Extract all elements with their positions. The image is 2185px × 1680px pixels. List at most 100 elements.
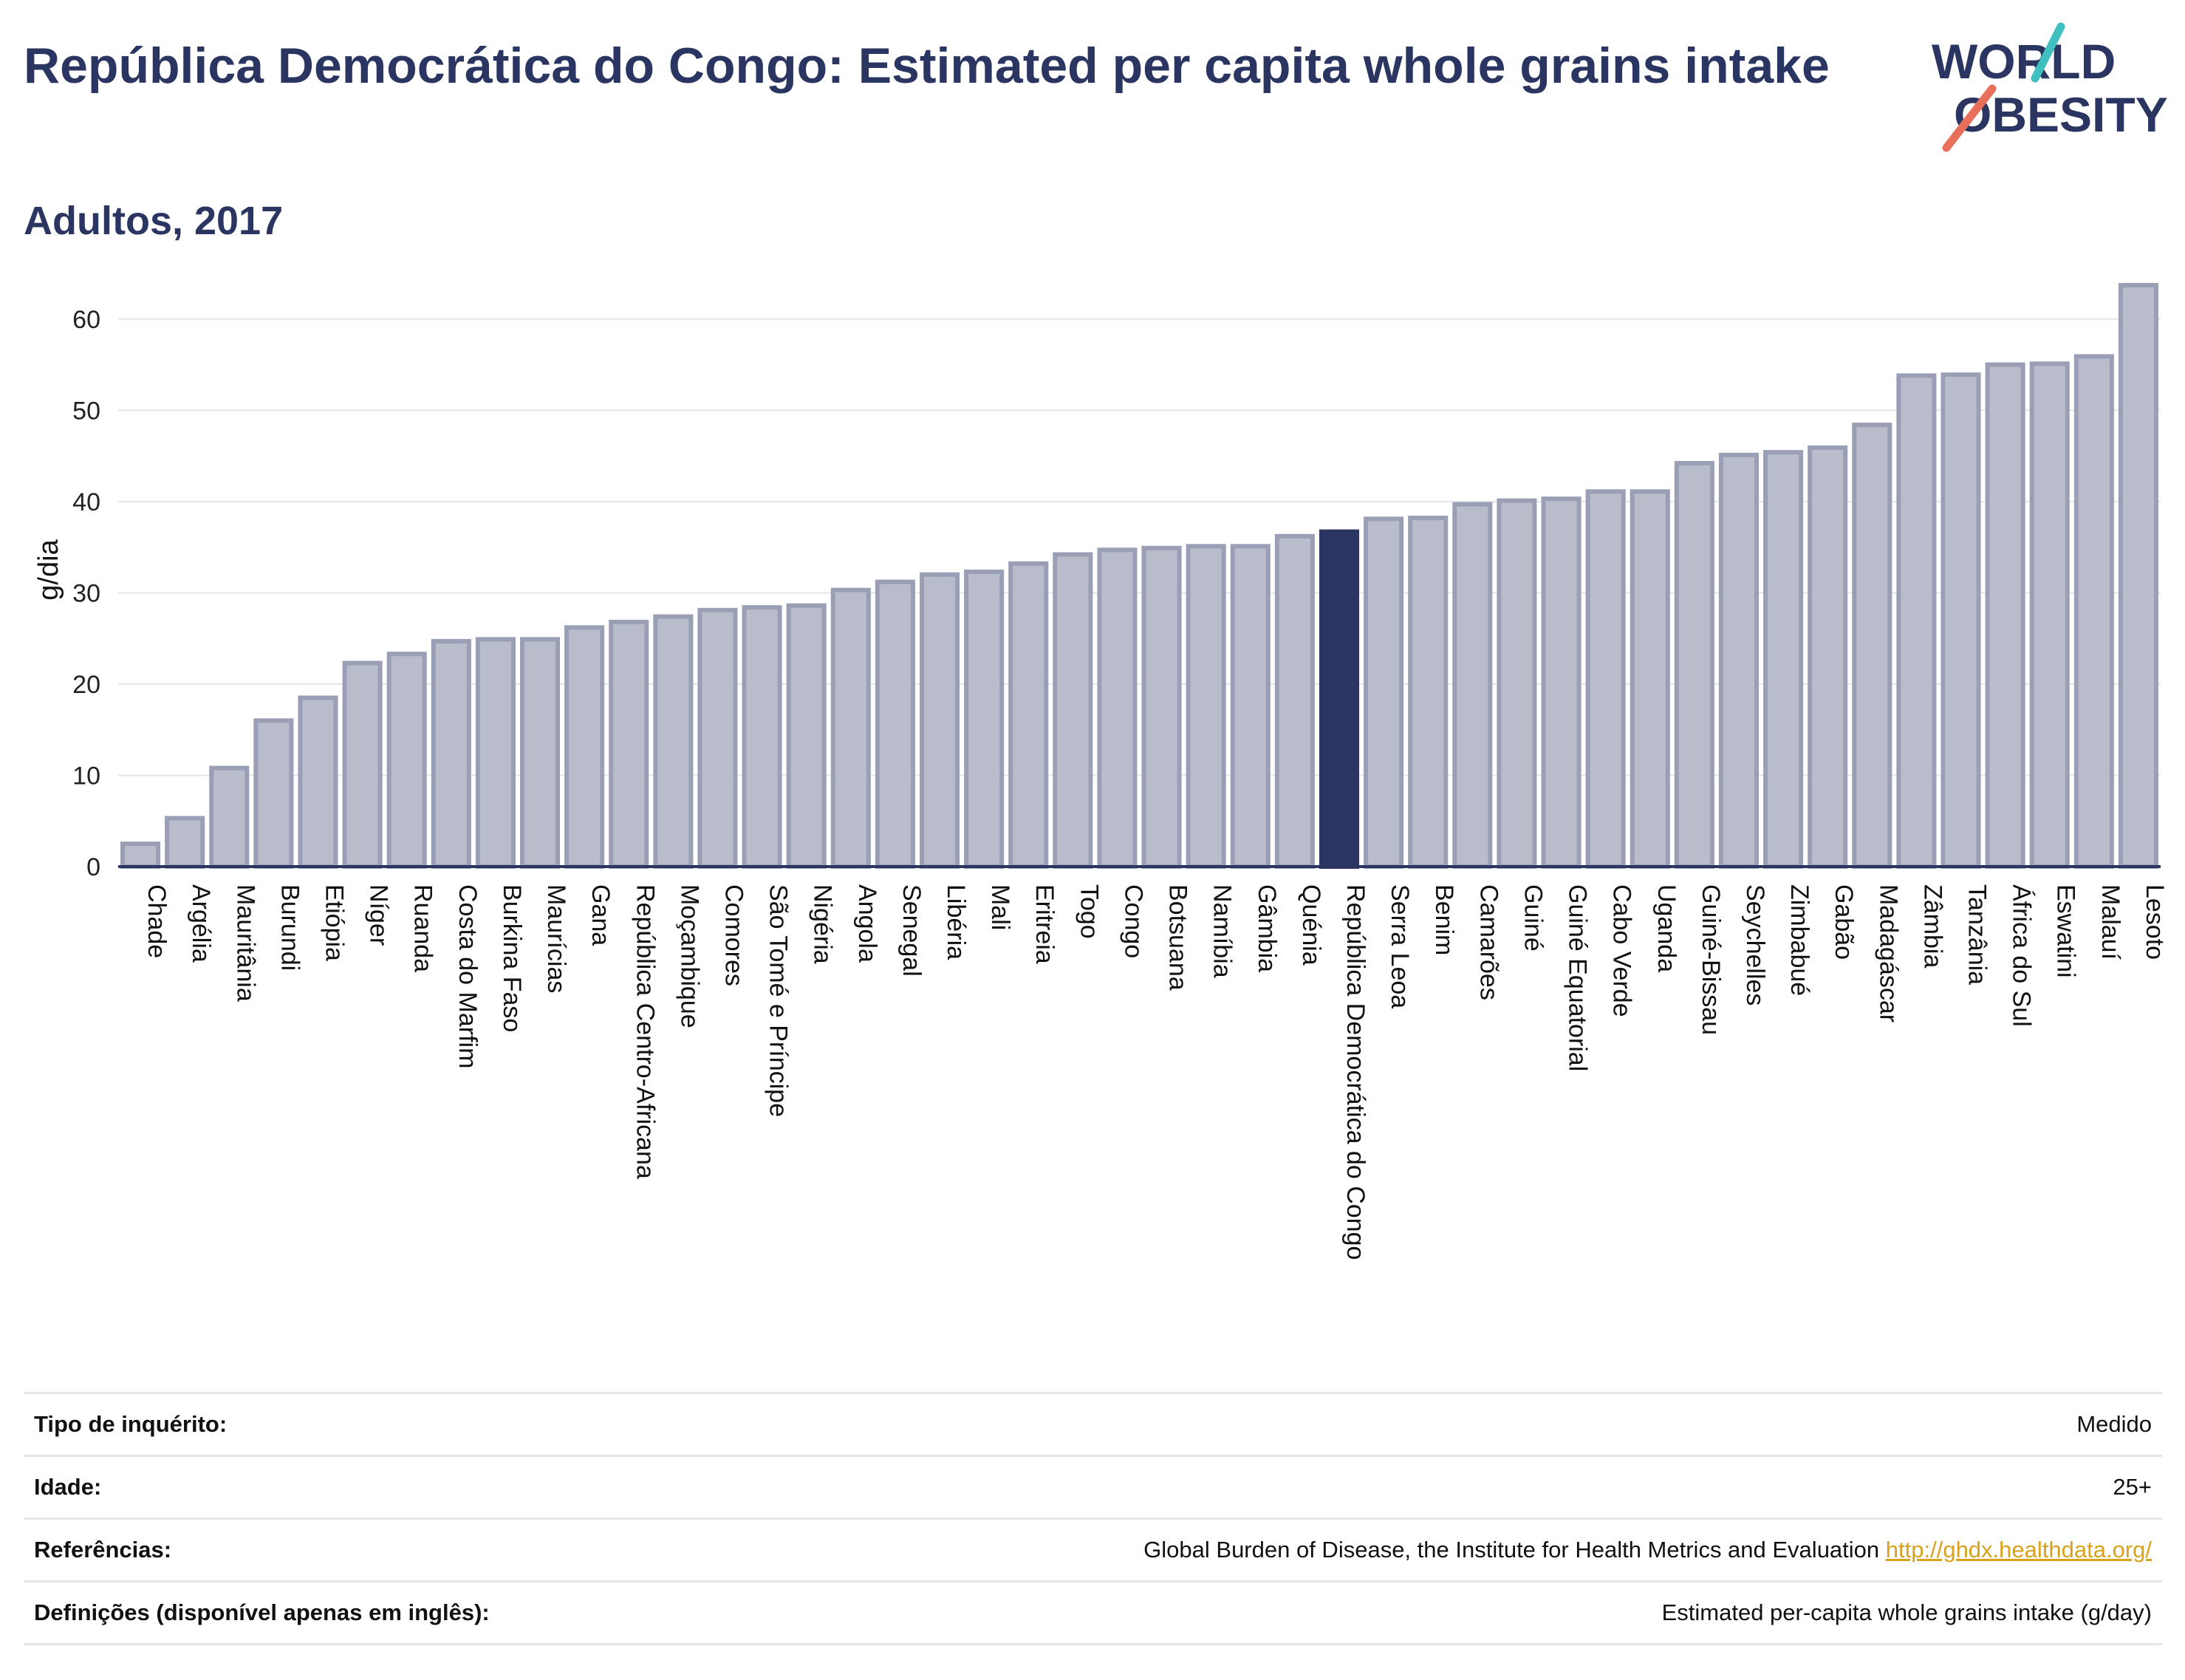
x-tick-label: Gabão bbox=[1830, 884, 1858, 960]
x-tick-label: Angola bbox=[853, 884, 881, 963]
metadata-row-age: Idade: 25+ bbox=[24, 1455, 2162, 1517]
bar bbox=[786, 603, 827, 869]
y-tick-label: 10 bbox=[72, 762, 100, 790]
bar bbox=[875, 579, 915, 869]
metadata-value: Estimated per-capita whole grains intake… bbox=[1661, 1599, 2152, 1625]
bar bbox=[564, 625, 605, 869]
x-tick-label: Senegal bbox=[897, 884, 926, 977]
bar bbox=[2029, 361, 2070, 869]
x-tick-label: Guiné-Bissau bbox=[1697, 884, 1725, 1035]
bar bbox=[1718, 452, 1760, 869]
bar bbox=[1408, 516, 1449, 869]
y-tick-label: 50 bbox=[72, 397, 100, 425]
x-tick-label: Congo bbox=[1119, 884, 1147, 958]
bar bbox=[209, 765, 250, 870]
x-tick-label: Eswatini bbox=[2052, 884, 2080, 978]
metadata-label: Tipo de inquérito: bbox=[34, 1411, 228, 1437]
bar bbox=[475, 637, 516, 869]
bar bbox=[2073, 354, 2114, 870]
bar bbox=[1319, 529, 1360, 869]
logo-teal-stroke bbox=[2031, 22, 2065, 83]
x-tick-label: Serra Leoa bbox=[1386, 884, 1414, 1008]
bar bbox=[1896, 373, 1937, 869]
x-tick-label: Zâmbia bbox=[1918, 884, 1946, 968]
x-tick-label: Mali bbox=[986, 884, 1014, 930]
x-tick-label: África do Sul bbox=[2008, 884, 2036, 1027]
x-tick-label: Togo bbox=[1075, 884, 1103, 939]
metadata-table: Tipo de inquérito: Medido Idade: 25+ Ref… bbox=[24, 1392, 2162, 1645]
bar bbox=[165, 816, 205, 870]
bar bbox=[1097, 547, 1138, 869]
x-tick-label: Gâmbia bbox=[1253, 884, 1281, 972]
x-tick-label: Maurícias bbox=[542, 884, 570, 993]
bar bbox=[1230, 544, 1271, 869]
x-tick-label: Eritreia bbox=[1030, 884, 1059, 964]
y-tick-label: 20 bbox=[72, 671, 100, 699]
bar bbox=[120, 841, 161, 869]
bar bbox=[964, 569, 1005, 869]
bar bbox=[298, 695, 338, 870]
bar bbox=[1364, 516, 1404, 870]
x-tick-label: Etiópia bbox=[320, 884, 348, 961]
chart-subtitle: Adultos, 2017 bbox=[24, 199, 284, 243]
x-tick-label: Guiné Equatorial bbox=[1564, 884, 1592, 1071]
reference-link[interactable]: http://ghdx.healthdata.org/ bbox=[1885, 1537, 2152, 1563]
metadata-row-references: Referências: Global Burden of Disease, t… bbox=[24, 1517, 2162, 1580]
x-tick-label: Quénia bbox=[1297, 884, 1325, 966]
bar bbox=[1186, 544, 1226, 869]
x-tick-label: Moçambique bbox=[675, 884, 703, 1028]
bar bbox=[697, 607, 738, 869]
bar bbox=[431, 638, 471, 869]
bar bbox=[609, 619, 649, 869]
bar bbox=[1274, 533, 1315, 869]
metadata-value: Medido bbox=[2076, 1411, 2152, 1437]
metadata-label: Referências: bbox=[34, 1537, 172, 1563]
bar bbox=[1585, 489, 1626, 869]
x-tick-label: Benim bbox=[1430, 884, 1458, 955]
x-tick-label: Burundi bbox=[276, 884, 304, 971]
x-tick-label: Nigéria bbox=[809, 884, 837, 964]
bar bbox=[2118, 283, 2158, 869]
bar bbox=[1852, 423, 1892, 869]
x-tick-label: Madagáscar bbox=[1874, 884, 1902, 1022]
logo-line-1: WORLD bbox=[1932, 34, 2116, 89]
bar bbox=[1763, 450, 1804, 869]
bar bbox=[1808, 445, 1848, 869]
world-obesity-logo: WORLD OBESITY bbox=[1932, 22, 2168, 152]
x-tick-label: Zimbabué bbox=[1785, 884, 1813, 996]
x-tick-label: Libéria bbox=[942, 884, 970, 960]
metadata-value-with-link: Global Burden of Disease, the Institute … bbox=[1143, 1537, 2162, 1563]
bar bbox=[1541, 496, 1582, 869]
y-axis-label: g/dia bbox=[33, 539, 64, 600]
bar bbox=[1008, 561, 1049, 869]
x-tick-label: Burkina Faso bbox=[498, 884, 526, 1032]
bar bbox=[1141, 545, 1182, 869]
x-tick-label: Ruanda bbox=[409, 884, 437, 972]
metadata-row-definitions: Definições (disponível apenas em inglês)… bbox=[24, 1580, 2162, 1645]
bar bbox=[1452, 502, 1493, 869]
y-tick-label: 60 bbox=[72, 306, 100, 334]
bar bbox=[1053, 552, 1093, 869]
bar bbox=[342, 660, 383, 869]
x-tick-label: Costa do Marfim bbox=[454, 884, 482, 1068]
x-tick-label: Camarões bbox=[1474, 884, 1502, 1000]
x-tick-label: Seychelles bbox=[1741, 884, 1769, 1005]
bar bbox=[253, 718, 294, 869]
chart-title: República Democrática do Congo: Estimate… bbox=[24, 38, 1830, 94]
metadata-label: Idade: bbox=[34, 1474, 102, 1500]
x-tick-label: República Centro-Africana bbox=[631, 884, 659, 1179]
metadata-row-survey-type: Tipo de inquérito: Medido bbox=[24, 1392, 2162, 1455]
bar-chart: 0 10 20 30 40 50 60 g/dia Chade Argélia Mauritânia… bbox=[33, 283, 2169, 1260]
bar bbox=[386, 652, 427, 869]
x-tick-label: São Tomé e Príncipe bbox=[765, 884, 793, 1117]
bar bbox=[653, 614, 694, 870]
x-tick-label: Cabo Verde bbox=[1608, 884, 1636, 1017]
logo-coral-stroke bbox=[1942, 84, 1997, 152]
metadata-value: 25+ bbox=[2113, 1474, 2152, 1500]
x-tick-label: Chade bbox=[143, 884, 171, 958]
x-tick-label: Comores bbox=[719, 884, 748, 986]
y-tick-label: 30 bbox=[72, 579, 100, 607]
reference-text: Global Burden of Disease, the Institute … bbox=[1143, 1537, 1880, 1563]
bar bbox=[830, 587, 871, 869]
x-tick-label: Tanzânia bbox=[1963, 884, 1991, 985]
